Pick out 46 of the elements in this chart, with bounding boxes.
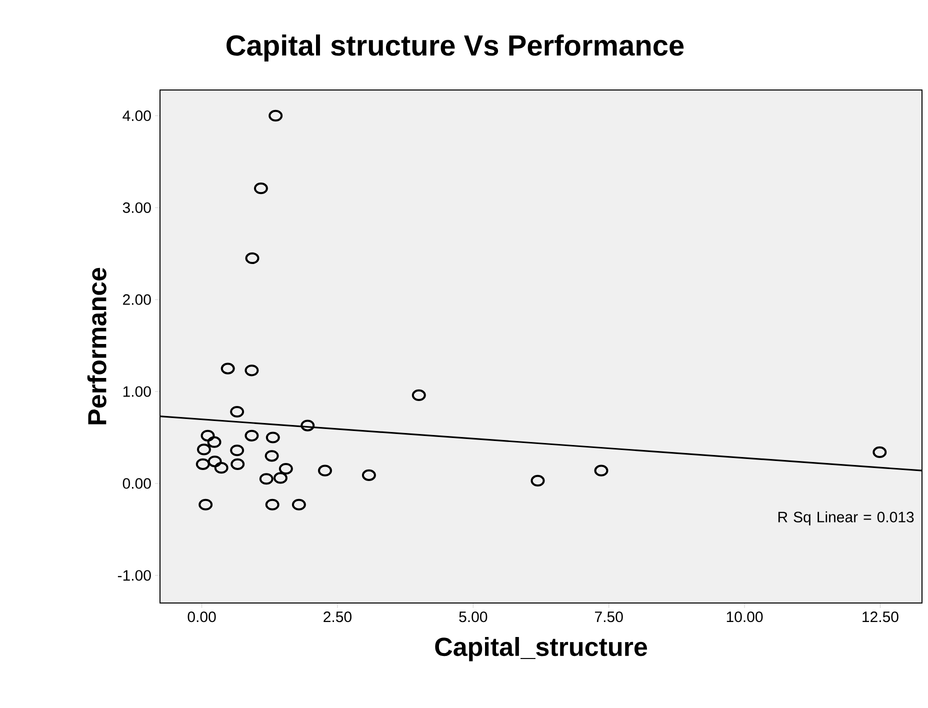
point xyxy=(872,446,887,458)
point xyxy=(208,456,222,468)
y-tick-label: 0.00 xyxy=(122,478,151,489)
y-tick-label: 4.00 xyxy=(122,110,151,122)
chart-title: Capital structure Vs Performance xyxy=(226,34,684,62)
point xyxy=(230,458,245,470)
x-tick-label: 0.00 xyxy=(188,612,216,622)
x-tick-label: 12.50 xyxy=(862,612,898,622)
y-tick-label: 2.00 xyxy=(123,294,151,305)
point xyxy=(254,182,268,194)
point xyxy=(196,444,211,456)
point xyxy=(268,110,283,122)
x-tick-label: 7.50 xyxy=(595,612,623,622)
point xyxy=(244,430,259,442)
point xyxy=(230,444,244,456)
point xyxy=(200,430,215,442)
point xyxy=(266,432,280,444)
point xyxy=(594,464,608,476)
x-tick-label: 10.00 xyxy=(726,612,763,622)
x-axis-title: Capital_structure xyxy=(435,637,648,662)
y-axis-title: Performance xyxy=(87,268,106,424)
point xyxy=(265,498,280,510)
y-tick-label: 3.00 xyxy=(122,202,151,213)
point xyxy=(230,406,244,418)
y-tick-label: 1.00 xyxy=(123,386,151,397)
point xyxy=(273,472,288,484)
point xyxy=(362,469,376,481)
point xyxy=(245,252,260,264)
point xyxy=(292,498,306,510)
point xyxy=(259,473,274,485)
point xyxy=(530,474,545,487)
annotation: R Sq Linear = 0.013 xyxy=(778,511,914,526)
x-tick-label: 5.00 xyxy=(459,612,488,622)
point xyxy=(198,498,213,510)
point xyxy=(264,450,279,462)
x-tick-label: 2.50 xyxy=(324,612,352,622)
point xyxy=(196,458,210,470)
point xyxy=(207,436,222,448)
point xyxy=(278,462,293,475)
y-tick-label: -1.00 xyxy=(118,570,151,581)
point xyxy=(220,362,235,374)
point xyxy=(300,420,315,432)
point xyxy=(214,462,228,474)
point xyxy=(244,364,259,376)
point xyxy=(412,389,426,402)
point xyxy=(318,464,332,476)
